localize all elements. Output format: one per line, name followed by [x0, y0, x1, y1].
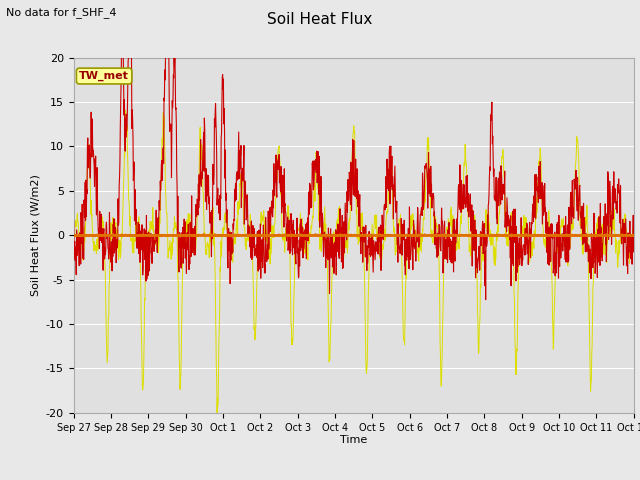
Text: Soil Heat Flux: Soil Heat Flux	[268, 12, 372, 27]
Text: TW_met: TW_met	[79, 71, 129, 81]
X-axis label: Time: Time	[340, 435, 367, 445]
Y-axis label: Soil Heat Flux (W/m2): Soil Heat Flux (W/m2)	[30, 174, 40, 296]
Text: No data for f_SHF_4: No data for f_SHF_4	[6, 7, 117, 18]
